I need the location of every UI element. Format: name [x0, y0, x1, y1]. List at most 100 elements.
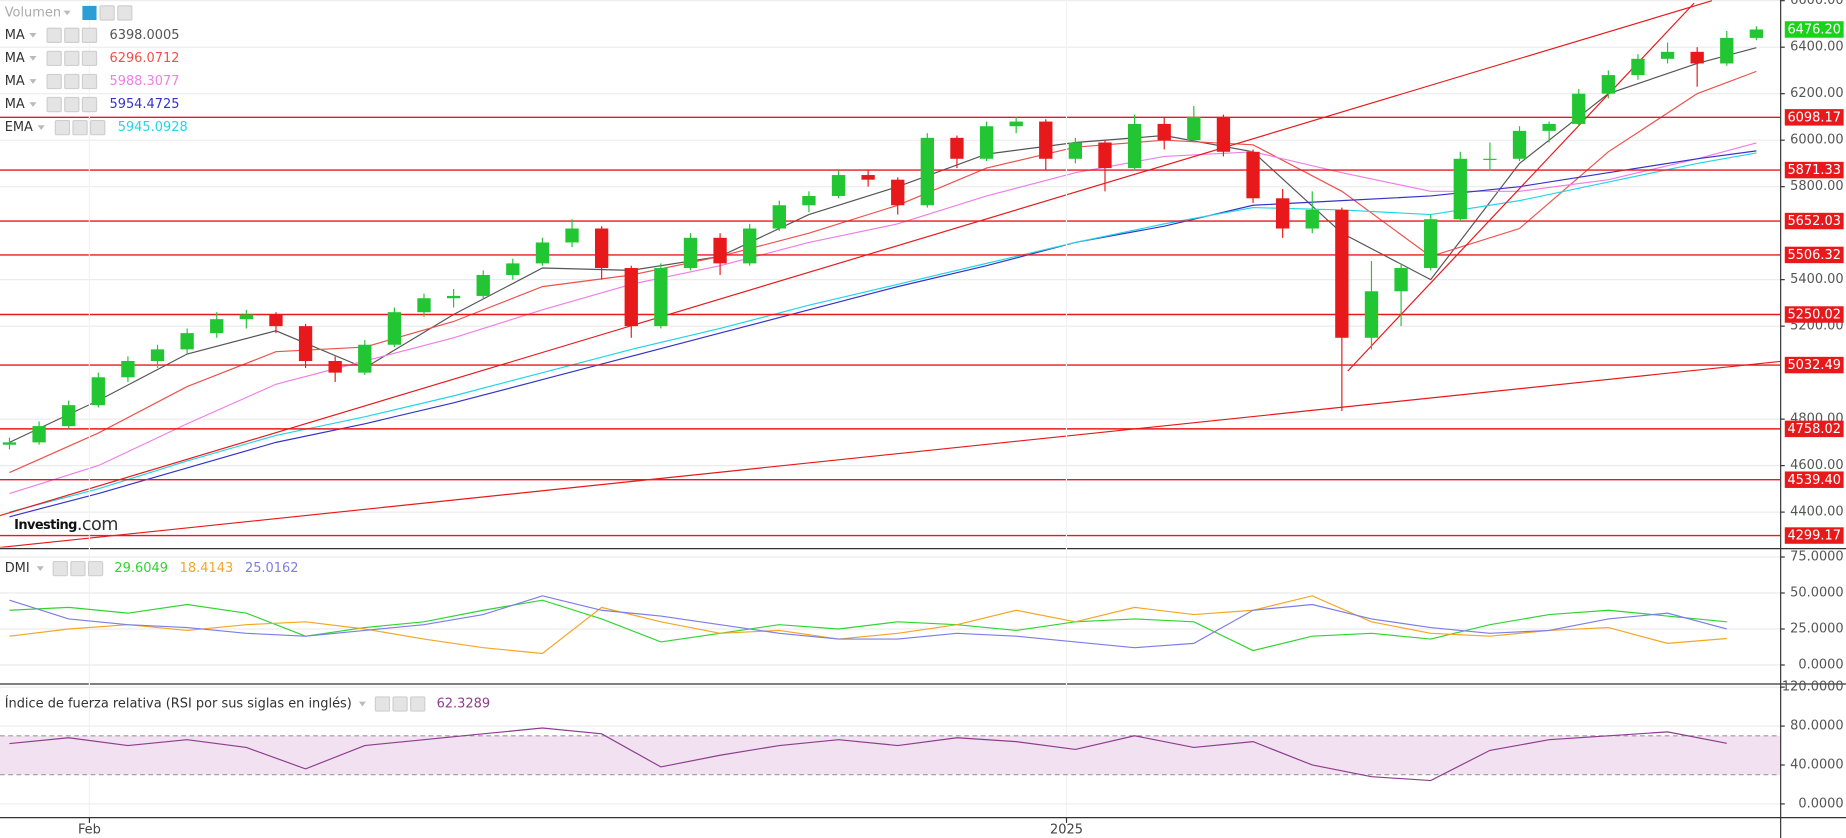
x-tick-label: Feb	[78, 822, 101, 837]
y-tick-label: 4600.00	[1790, 458, 1844, 473]
level-label: 5250.02	[1787, 308, 1841, 323]
indicator-line	[9, 727, 1727, 782]
y-tick-label: 120.0000	[1782, 680, 1844, 695]
y-tick-label: 6200.00	[1790, 86, 1844, 101]
candle-body	[891, 179, 905, 206]
legend-icon	[81, 96, 98, 113]
legend-icon	[64, 50, 80, 67]
plot-area	[0, 686, 1781, 805]
candle-body	[1364, 291, 1379, 338]
y-tick-label: 75.0000	[1790, 549, 1844, 564]
candle-body	[62, 405, 76, 427]
dropdown-arrow	[36, 566, 44, 571]
indicator-line	[9, 595, 1727, 655]
candle-body	[1246, 151, 1260, 199]
trendline	[0, 360, 1781, 548]
legend-value: 25.0162	[245, 561, 298, 576]
candle-body	[1394, 268, 1408, 292]
legend-name: MA	[5, 97, 25, 112]
candle-body	[417, 298, 431, 313]
legend-icon	[392, 696, 408, 712]
candle-body	[979, 126, 994, 159]
candle-body	[150, 349, 165, 362]
candle-body	[1601, 75, 1616, 94]
legend-icon	[64, 73, 80, 90]
candle-body	[1335, 209, 1349, 338]
level-label: 4539.40	[1787, 473, 1841, 488]
candle-body	[654, 268, 668, 327]
legend-icon	[87, 560, 104, 577]
candle-body	[1009, 121, 1023, 127]
level-label: 4299.17	[1787, 529, 1841, 544]
plot-area	[0, 0, 1781, 548]
candle-body	[328, 361, 342, 373]
candle-body	[506, 263, 520, 276]
legend-icon	[46, 73, 62, 90]
candle-body	[1720, 37, 1734, 64]
candle-body	[32, 426, 46, 443]
y-tick-label: 50.0000	[1790, 585, 1844, 600]
candle-body	[1424, 219, 1438, 269]
candle-body	[446, 295, 461, 299]
level-label-box	[1784, 527, 1844, 544]
candle-body	[121, 361, 135, 378]
legend-value: 6296.0712	[109, 51, 179, 66]
candle-body	[624, 268, 638, 327]
y-tick-label: 4400.00	[1790, 505, 1844, 520]
logo-suffix: .com	[77, 515, 118, 535]
level-label: 5506.32	[1787, 248, 1841, 263]
candle-body	[1216, 116, 1231, 152]
logo-name: Investing	[14, 518, 77, 533]
candle-body	[713, 237, 727, 264]
candle-body	[1127, 123, 1142, 169]
candle-body	[565, 228, 579, 243]
candle-body	[950, 137, 964, 159]
x-tick-label: 2025	[1050, 822, 1083, 837]
candle-body	[1572, 93, 1586, 124]
y-tick-label: 5800.00	[1790, 179, 1844, 194]
indicator-line	[9, 599, 1727, 652]
y-tick-label: 6600.00	[1790, 0, 1844, 8]
legend-icon	[117, 5, 133, 21]
legend-value: 5954.4725	[109, 97, 179, 112]
legend-icon	[81, 27, 98, 43]
logo: Investing.com	[14, 515, 118, 535]
legend-icon	[46, 50, 62, 67]
legend-value: 18.4143	[180, 561, 233, 576]
rsi-band	[0, 735, 1781, 775]
legend-icon	[99, 5, 115, 21]
y-tick-label: 0.0000	[1798, 796, 1843, 811]
legend-icon	[70, 560, 86, 577]
legend-name: EMA	[5, 120, 33, 135]
legend-icon	[410, 696, 426, 712]
dropdown-arrow	[29, 32, 37, 38]
legend-icon	[90, 119, 106, 136]
dropdown-arrow	[37, 125, 45, 130]
legend-icon	[81, 73, 98, 90]
candle-body	[1187, 116, 1201, 141]
legend-title: Índice de fuerza relativa (RSI por sus s…	[5, 696, 352, 712]
legend-icon	[46, 27, 62, 43]
candle-body	[358, 344, 372, 373]
level-label-box	[1784, 212, 1844, 230]
legend-volume: Volumen	[5, 5, 61, 20]
indicator-line	[9, 142, 1757, 495]
last-price-box	[1784, 21, 1844, 38]
candle-body	[2, 442, 17, 445]
candle-body	[535, 242, 550, 264]
level-label-box	[1784, 356, 1844, 374]
candle-body	[831, 175, 846, 196]
level-label-box	[1784, 109, 1844, 126]
legend-value: 5988.3077	[109, 74, 179, 89]
legend-title: DMI	[5, 561, 30, 576]
level-label: 5871.33	[1787, 163, 1841, 178]
y-tick-label: 25.0000	[1790, 621, 1844, 636]
candle-body	[1453, 158, 1467, 220]
candle-body	[476, 275, 490, 296]
last-price-label: 6476.20	[1787, 23, 1841, 38]
candle-body	[387, 312, 402, 345]
legend-icon	[64, 96, 80, 113]
level-label-box	[1784, 420, 1844, 438]
candle-body	[239, 314, 254, 320]
